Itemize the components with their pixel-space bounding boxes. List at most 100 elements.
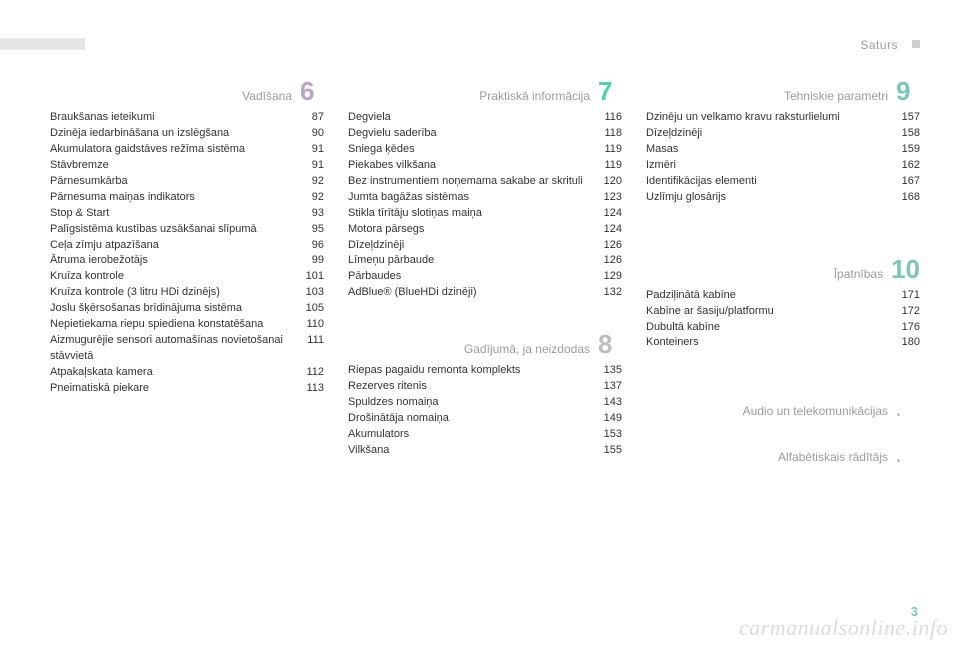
- section-title: Vadīšana: [50, 89, 292, 104]
- entry-page: 132: [594, 285, 622, 301]
- entry-page: 159: [892, 142, 920, 158]
- entry-page: 112: [296, 365, 324, 381]
- entry-page: 129: [594, 269, 622, 285]
- toc-entry: Pārbaudes129: [348, 269, 622, 285]
- entry-label: Dzinēju un velkamo kravu raksturlielumi: [646, 110, 892, 126]
- section-entries: Degviela116Degvielu saderība118Sniega ķē…: [348, 110, 622, 301]
- toc-entry: Padziļinātā kabīne171: [646, 288, 920, 304]
- entry-page: 124: [594, 206, 622, 222]
- toc-entry: Sniega ķēdes119: [348, 142, 622, 158]
- entry-label: Riepas pagaidu remonta komplekts: [348, 363, 594, 379]
- toc-entry: Stāvbremze91: [50, 158, 324, 174]
- entry-label: Dīzeļdzinēji: [348, 238, 594, 254]
- toc-entry: Degviela116: [348, 110, 622, 126]
- toc-entry: Degvielu saderība118: [348, 126, 622, 142]
- entry-label: Ceļa zīmju atpazīšana: [50, 238, 296, 254]
- entry-page: 111: [296, 333, 324, 349]
- toc-entry: Uzlīmju glosārijs168: [646, 190, 920, 206]
- toc-entry: Pārnesumkārba92: [50, 174, 324, 190]
- entry-page: 119: [594, 142, 622, 158]
- toc-entry: Dīzeļdzinēji126: [348, 238, 622, 254]
- entry-label: Degvielu saderība: [348, 126, 594, 142]
- entry-page: 167: [892, 174, 920, 190]
- entry-page: 92: [296, 174, 324, 190]
- toc-entry: Drošinātāja nomaiņa149: [348, 411, 622, 427]
- section-number: 7: [598, 78, 622, 104]
- entry-label: Dubultā kabīne: [646, 320, 892, 336]
- section-header-inner: Alfabētiskais rādītājs: [646, 450, 888, 465]
- entry-page: 116: [594, 110, 622, 126]
- entry-label: Dzinēja iedarbināšana un izslēgšana: [50, 126, 296, 142]
- section-entries: Braukšanas ieteikumi87Dzinēja iedarbināš…: [50, 110, 324, 397]
- section-header-inner: Tehniskie parametri: [646, 89, 888, 104]
- toc-columns: Vadīšana6Braukšanas ieteikumi87Dzinēja i…: [50, 78, 920, 485]
- entry-label: Padziļinātā kabīne: [646, 288, 892, 304]
- entry-page: 171: [892, 288, 920, 304]
- toc-entry: Izmēri162: [646, 158, 920, 174]
- header-square-icon: [912, 40, 920, 48]
- entry-page: 90: [296, 126, 324, 142]
- toc-entry: AdBlue® (BlueHDi dzinēji)132: [348, 285, 622, 301]
- entry-page: 123: [594, 190, 622, 206]
- toc-section: Vadīšana6Braukšanas ieteikumi87Dzinēja i…: [50, 78, 324, 397]
- entry-label: Pārnesuma maiņas indikators: [50, 190, 296, 206]
- watermark: carmanualsonline.info: [739, 615, 948, 641]
- entry-label: Stop & Start: [50, 206, 296, 222]
- section-header: Īpatnības10: [646, 256, 920, 282]
- entry-page: 101: [296, 269, 324, 285]
- entry-page: 153: [594, 427, 622, 443]
- toc-entry: Joslu šķērsošanas brīdinājuma sistēma105: [50, 301, 324, 317]
- entry-page: 162: [892, 158, 920, 174]
- section-number: .: [896, 447, 920, 465]
- entry-page: 176: [892, 320, 920, 336]
- entry-label: Akumulatora gaidstāves režīma sistēma: [50, 142, 296, 158]
- toc-entry: Vilkšana155: [348, 443, 622, 459]
- toc-entry: Motora pārsegs124: [348, 222, 622, 238]
- top-stripe: [0, 38, 85, 50]
- toc-entry: Identifikācijas elementi167: [646, 174, 920, 190]
- entry-label: Palīgsistēma kustības uzsākšanai slīpumā: [50, 222, 296, 238]
- entry-page: 113: [296, 381, 324, 397]
- toc-entry: Kruīza kontrole101: [50, 269, 324, 285]
- toc-entry: Bez instrumentiem noņemama sakabe ar skr…: [348, 174, 622, 190]
- entry-page: 105: [296, 301, 324, 317]
- entry-label: Kruīza kontrole: [50, 269, 296, 285]
- section-header-inner: Gadījumā, ja neizdodas: [348, 342, 590, 357]
- section-title: Tehniskie parametri: [646, 89, 888, 104]
- section-header: Praktiskā informācija 7: [348, 78, 622, 104]
- entry-page: 119: [594, 158, 622, 174]
- entry-label: Nepietiekama riepu spiediena konstatēšan…: [50, 317, 296, 333]
- toc-entry: Kabīne ar šasiju/platformu172: [646, 304, 920, 320]
- entry-label: Izmēri: [646, 158, 892, 174]
- toc-entry: Dzinēja iedarbināšana un izslēgšana90: [50, 126, 324, 142]
- entry-label: Joslu šķērsošanas brīdinājuma sistēma: [50, 301, 296, 317]
- section-header-inner: Praktiskā informācija: [348, 89, 590, 104]
- toc-entry: Riepas pagaidu remonta komplekts135: [348, 363, 622, 379]
- toc-entry: Braukšanas ieteikumi87: [50, 110, 324, 126]
- toc-entry: Masas159: [646, 142, 920, 158]
- entry-page: 92: [296, 190, 324, 206]
- entry-label: Konteiners: [646, 335, 892, 351]
- section-number: 8: [598, 331, 622, 357]
- section-entries: Riepas pagaidu remonta komplekts135Rezer…: [348, 363, 622, 459]
- section-header: Alfabētiskais rādītājs.: [646, 447, 920, 465]
- entry-label: Motora pārsegs: [348, 222, 594, 238]
- section-header-inner: Vadīšana: [50, 89, 292, 104]
- entry-page: 180: [892, 335, 920, 351]
- toc-section: Gadījumā, ja neizdodas8Riepas pagaidu re…: [348, 331, 622, 459]
- entry-label: Pārbaudes: [348, 269, 594, 285]
- toc-entry: Akumulators153: [348, 427, 622, 443]
- toc-entry: Konteiners180: [646, 335, 920, 351]
- section-title: Alfabētiskais rādītājs: [646, 450, 888, 465]
- entry-label: Braukšanas ieteikumi: [50, 110, 296, 126]
- toc-column: Vadīšana6Braukšanas ieteikumi87Dzinēja i…: [50, 78, 324, 485]
- toc-entry: Kruīza kontrole (3 litru HDi dzinējs)103: [50, 285, 324, 301]
- entry-label: Akumulators: [348, 427, 594, 443]
- toc-entry: Stop & Start93: [50, 206, 324, 222]
- entry-page: 96: [296, 238, 324, 254]
- toc-entry: Ceļa zīmju atpazīšana96: [50, 238, 324, 254]
- section-header: Tehniskie parametri9: [646, 78, 920, 104]
- entry-label: Stāvbremze: [50, 158, 296, 174]
- entry-label: Identifikācijas elementi: [646, 174, 892, 190]
- section-header-inner: Audio un telekomunikācijas: [646, 404, 888, 419]
